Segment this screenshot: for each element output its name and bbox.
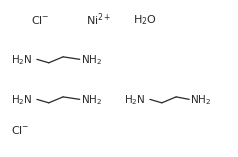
Text: H$_{2}$N: H$_{2}$N	[124, 94, 145, 107]
Text: Cl$^{-}$: Cl$^{-}$	[31, 14, 50, 26]
Text: H$_{2}$N: H$_{2}$N	[11, 54, 32, 67]
Text: Ni$^{2+}$: Ni$^{2+}$	[86, 11, 111, 28]
Text: H$_{2}$N: H$_{2}$N	[11, 94, 32, 107]
Text: NH$_{2}$: NH$_{2}$	[81, 94, 102, 107]
Text: Cl$^{-}$: Cl$^{-}$	[11, 124, 29, 135]
Text: NH$_{2}$: NH$_{2}$	[81, 54, 102, 67]
Text: NH$_{2}$: NH$_{2}$	[190, 94, 212, 107]
Text: H$_{2}$O: H$_{2}$O	[133, 13, 157, 27]
